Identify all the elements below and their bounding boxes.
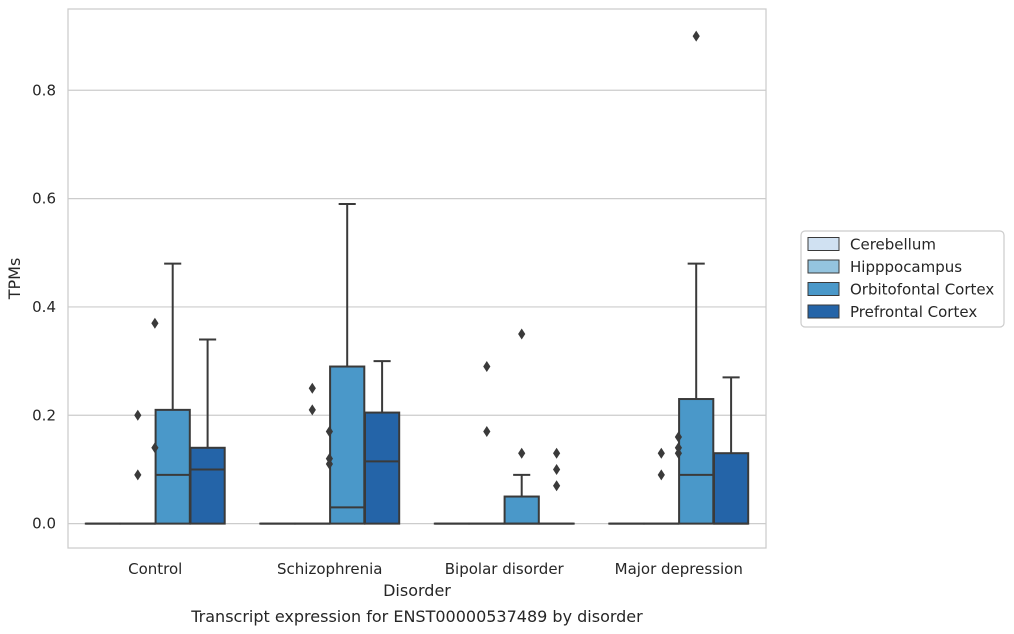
outlier-point xyxy=(674,442,683,454)
y-tick-label: 0.4 xyxy=(32,298,56,316)
box xyxy=(503,495,540,525)
legend-swatch xyxy=(807,304,840,319)
outlier-point xyxy=(308,382,316,394)
outlier-point xyxy=(325,426,334,438)
outlier-point xyxy=(518,447,526,459)
outlier-point xyxy=(308,404,316,416)
legend-frame xyxy=(800,230,1005,328)
y-tick-label: 0.8 xyxy=(32,81,56,99)
outlier-point xyxy=(674,431,683,443)
outlier-point xyxy=(151,442,159,454)
box xyxy=(712,452,750,525)
box-orbitofontal-cortex xyxy=(503,328,540,525)
outlier-point xyxy=(553,480,561,492)
box-orbitofontal-cortex xyxy=(678,30,715,525)
outlier-point xyxy=(657,469,665,481)
legend-label: Prefrontal Cortex xyxy=(850,303,977,321)
x-tick-label: Major depression xyxy=(615,560,743,578)
outlier-point xyxy=(325,453,334,465)
box xyxy=(678,398,715,525)
box-prefrontal-cortex xyxy=(189,338,226,525)
box xyxy=(329,365,366,525)
box xyxy=(189,446,226,525)
box-hipppocampus xyxy=(643,447,680,525)
box-prefrontal-cortex xyxy=(712,376,750,525)
legend-swatch xyxy=(807,237,840,251)
outlier-point xyxy=(518,328,526,340)
legend-label: Cerebellum xyxy=(850,236,936,254)
box-hipppocampus xyxy=(119,409,156,525)
legend-label: Orbitofontal Cortex xyxy=(850,281,994,299)
box-orbitofontal-cortex xyxy=(329,203,366,525)
outlier-point xyxy=(483,361,491,373)
y-tick-label: 0.2 xyxy=(32,406,56,424)
outlier-point xyxy=(692,30,700,42)
legend-swatch xyxy=(807,259,840,274)
y-axis-label: TPMs xyxy=(5,258,24,301)
outlier-point xyxy=(134,409,142,421)
y-tick-labels: 0.0 0.2 0.4 0.6 0.8 xyxy=(32,81,56,532)
chart-caption: Transcript expression for ENST0000053748… xyxy=(190,607,643,626)
x-tick-label: Bipolar disorder xyxy=(445,560,565,578)
outlier-point xyxy=(553,447,561,459)
x-tick-label: Schizophrenia xyxy=(277,560,382,578)
box xyxy=(154,408,191,525)
outlier-point xyxy=(657,447,665,459)
legend-label: Hipppocampus xyxy=(850,258,962,276)
x-tick-labels: Control Schizophrenia Bipolar disorder Majo… xyxy=(128,560,743,578)
plot-frame xyxy=(67,8,767,549)
legend-swatch xyxy=(807,282,840,296)
box-groups xyxy=(84,30,750,525)
outlier-point xyxy=(483,426,491,438)
y-tick-label: 0.6 xyxy=(32,190,56,208)
legend: Cerebellum Hipppocampus Orbitofontal Corte… xyxy=(800,230,1005,328)
box-orbitofontal-cortex xyxy=(154,262,191,525)
outlier-point xyxy=(151,317,159,329)
box-hipppocampus xyxy=(468,361,505,525)
box xyxy=(363,411,401,525)
box-hipppocampus xyxy=(294,382,331,525)
box-prefrontal-cortex xyxy=(538,447,575,525)
outlier-point xyxy=(134,469,142,481)
box-prefrontal-cortex xyxy=(363,360,401,525)
x-tick-label: Control xyxy=(128,560,182,578)
outlier-point xyxy=(553,463,561,475)
y-tick-label: 0.0 xyxy=(32,515,56,533)
x-axis-label: Disorder xyxy=(383,581,451,600)
